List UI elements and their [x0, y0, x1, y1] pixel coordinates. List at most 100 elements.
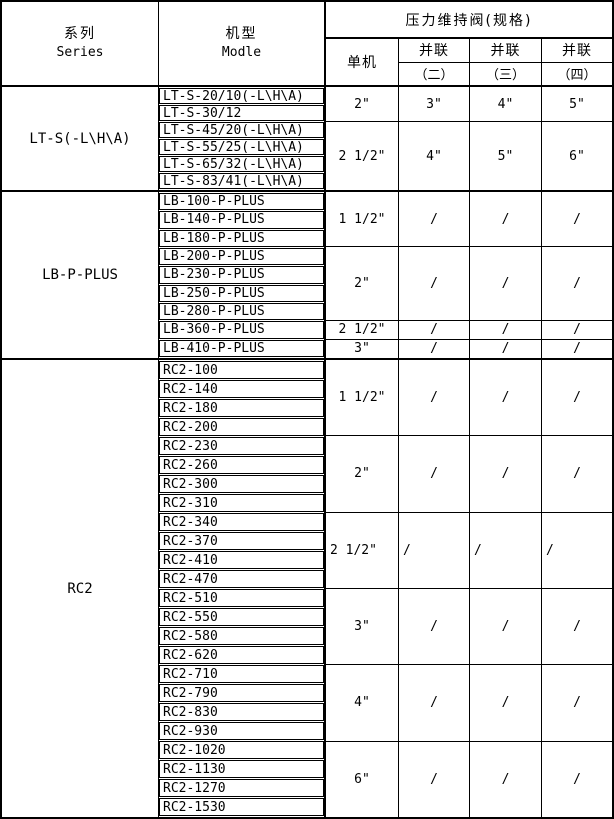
model-cell: LB-250-P-PLUS [159, 284, 324, 302]
table-header: 系列 Series 机型 Modle 压力维持阀(规格) 单机 并联 （二） 并… [2, 2, 612, 87]
model-cell: RC2-180 [159, 399, 324, 417]
spec-parallel3-cell: / [470, 588, 542, 665]
parallel3-header-top: 并联 [470, 39, 541, 63]
spec-parallel4-cell: / [573, 276, 581, 292]
spec-parallel3-cell: / [470, 512, 542, 588]
spec-single-unit-cell: 3" [326, 588, 399, 665]
parallel2-header-top: 并联 [399, 39, 469, 63]
model-header-zh: 机型 [225, 26, 258, 43]
model-cell: RC2-230 [159, 437, 324, 455]
spec-parallel3-cell: / [470, 247, 542, 320]
spec-parallel2-cell: / [399, 192, 470, 247]
model-cell: RC2-930 [159, 722, 324, 740]
spec-parallel2-cell: 4" [399, 122, 470, 190]
parallel2-header-cell: 并联 （二） [399, 39, 470, 85]
spec-parallel2-cell: / [399, 665, 470, 741]
model-cell: RC2-260 [159, 456, 324, 474]
spec-parallel2-cell: / [399, 512, 470, 588]
spec-group-row: 6" / / / [326, 741, 612, 817]
model-cell: LB-200-P-PLUS [159, 247, 324, 266]
spec-single-unit-cell: 2 1/2" [326, 512, 399, 588]
model-cell: LT-S-30/12 [159, 105, 324, 121]
model-cell: LT-S-83/41(-L\H\A) [159, 173, 324, 189]
series-section: LT-S(-L\H\A) LT-S-20/10(-L\H\A) LT-S-30/12… [2, 87, 612, 192]
model-cell: RC2-1020 [159, 741, 324, 759]
spec-group-row: 1 1/2" / / / [326, 192, 612, 248]
model-cell: RC2-470 [159, 570, 324, 588]
series-section: LB-P-PLUS LB-100-P-PLUS LB-140-P-PLUS LB-18… [2, 192, 612, 360]
series-header-cell: 系列 Series [2, 2, 159, 85]
parallel4-header-top: 并联 [542, 39, 612, 63]
model-cell: LB-100-P-PLUS [159, 193, 324, 211]
model-column: LT-S-20/10(-L\H\A) LT-S-30/12 LT-S-45/20(-… [159, 87, 326, 190]
spec-group-row: 2" 3" 4" 5" [326, 87, 612, 122]
spec-parallel4-cell: / [573, 322, 581, 338]
model-cell: LB-230-P-PLUS [159, 266, 324, 284]
model-cell: LB-140-P-PLUS [159, 211, 324, 229]
spec-group-row: 2" / / / [326, 247, 612, 321]
valve-header-group: 压力维持阀(规格) 单机 并联 （二） 并联 （三） 并联 （四） [326, 2, 612, 85]
series-header-zh: 系列 [64, 26, 96, 43]
model-cell: RC2-710 [159, 665, 324, 683]
spec-parallel3-cell: / [470, 360, 542, 436]
spec-parallel4-cell: / [573, 466, 581, 482]
model-cell: RC2-620 [159, 646, 324, 664]
spec-group-row: 4" / / / [326, 665, 612, 742]
spec-parallel3-cell: / [470, 436, 542, 512]
spec-parallel2-cell: / [399, 588, 470, 665]
model-cell: RC2-580 [159, 627, 324, 645]
series-cell: LT-S(-L\H\A) [2, 87, 159, 190]
model-cell: RC2-1130 [159, 760, 324, 778]
model-cell: RC2-1530 [159, 798, 324, 816]
spec-group-row: 2" / / / [326, 436, 612, 513]
spec-parallel2-cell: / [399, 360, 470, 436]
spec-parallel4-cell: / [573, 390, 581, 406]
spec-single-unit-cell: 2" [326, 436, 399, 512]
model-cell: RC2-370 [159, 532, 324, 550]
single-unit-header-cell: 单机 [326, 39, 399, 85]
model-column: LB-100-P-PLUS LB-140-P-PLUS LB-180-P-PLUS L… [159, 192, 326, 358]
spec-parallel2-cell: / [399, 320, 470, 339]
model-cell: LT-S-55/25(-L\H\A) [159, 139, 324, 155]
model-header-cell: 机型 Modle [159, 2, 326, 85]
spec-single-unit-cell: 2 1/2" [326, 320, 399, 339]
model-cell: RC2-140 [159, 380, 324, 398]
spec-parallel4-cell: / [546, 542, 554, 558]
spec-parallel3-cell: / [470, 320, 542, 339]
spec-parallel4-cell: / [573, 211, 581, 227]
model-cell: RC2-300 [159, 475, 324, 493]
spec-parallel2-cell: / [399, 247, 470, 320]
spec-parallel4-cell: / [573, 771, 581, 787]
model-cell: LT-S-45/20(-L\H\A) [159, 122, 324, 138]
spec-parallel2-cell: / [399, 436, 470, 512]
model-column: RC2-100 RC2-140 RC2-180 RC2-200 RC2-230 RC2-2… [159, 360, 326, 817]
spec-group-row: 2 1/2" / / / [326, 320, 612, 340]
model-cell: RC2-410 [159, 551, 324, 569]
series-cell: RC2 [2, 360, 159, 817]
spec-parallel4-cell: / [573, 341, 581, 357]
spec-columns: 2" 3" 4" 5" 2 1/2" 4" 5" 6" [326, 87, 612, 190]
spec-columns: 1 1/2" / //2" / //2 1/2" / //3" / //4" / //6" / / / [326, 360, 612, 817]
model-cell: LB-280-P-PLUS [159, 302, 324, 321]
spec-parallel3-cell: / [470, 339, 542, 358]
spec-single-unit-cell: 4" [326, 665, 399, 741]
model-cell: RC2-1270 [159, 779, 324, 797]
parallel2-header-bottom: （二） [414, 68, 454, 84]
model-cell: LB-410-P-PLUS [159, 339, 324, 357]
spec-parallel4-cell: / [573, 695, 581, 711]
spec-single-unit-cell: 6" [326, 741, 399, 817]
spec-single-unit-cell: 1 1/2" [326, 360, 399, 436]
spec-parallel4-cell: 6" [569, 148, 585, 164]
model-cell: LT-S-20/10(-L\H\A) [159, 88, 324, 104]
spec-parallel2-cell: / [399, 741, 470, 817]
series-cell: LB-P-PLUS [2, 192, 159, 358]
spec-parallel2-cell: 3" [399, 87, 470, 121]
spec-parallel3-cell: / [470, 741, 542, 817]
model-cell: LB-180-P-PLUS [159, 229, 324, 247]
spec-parallel3-cell: / [470, 665, 542, 741]
model-cell: RC2-310 [159, 494, 324, 512]
spec-group-row: 3" / / / [326, 339, 612, 358]
model-cell: RC2-510 [159, 589, 324, 607]
spec-group-row: 1 1/2" / / / [326, 360, 612, 437]
